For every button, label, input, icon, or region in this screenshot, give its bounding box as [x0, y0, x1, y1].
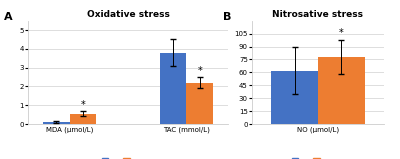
Bar	[160, 53, 186, 124]
Bar	[43, 122, 70, 124]
Legend: CG, POAGG: CG, POAGG	[289, 156, 347, 159]
Bar	[186, 83, 213, 124]
Text: *: *	[339, 28, 344, 38]
Bar	[70, 114, 96, 124]
Text: *: *	[197, 66, 202, 76]
Title: Nitrosative stress: Nitrosative stress	[272, 10, 364, 18]
Legend: CG, POAGG: CG, POAGG	[99, 156, 157, 159]
Bar	[318, 57, 365, 124]
Text: *: *	[81, 100, 85, 110]
Title: Oxidative stress: Oxidative stress	[86, 10, 170, 18]
Text: B: B	[223, 12, 231, 22]
Bar	[271, 71, 318, 124]
Text: A: A	[4, 12, 13, 22]
